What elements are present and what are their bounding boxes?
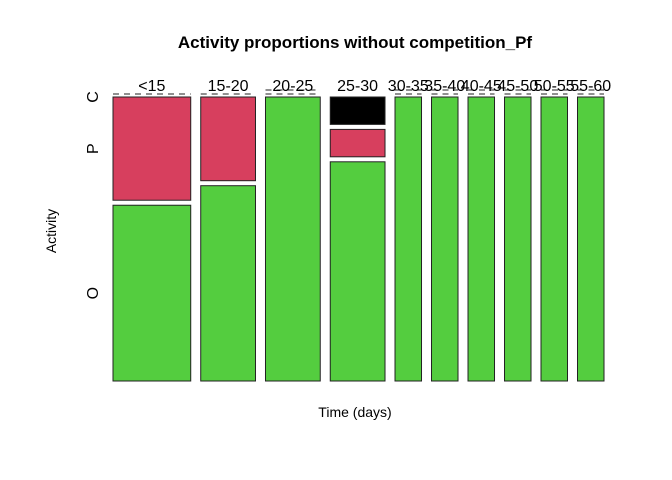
tile-45-50-O <box>504 96 532 382</box>
x-tick-15-20: 15-20 <box>208 78 249 95</box>
tile-lt15-P <box>112 96 192 201</box>
y-tick-labels: O P C <box>85 91 102 299</box>
x-tick-labels: <15 15-20 20-25 25-30 30-3535-4040-4545-5050… <box>138 78 611 95</box>
tile-lt15-O <box>112 204 192 382</box>
x-tick-30-35: 30-35 <box>388 78 429 95</box>
tile-50-55-O <box>540 96 568 382</box>
x-tick-25-30: 25-30 <box>337 78 378 95</box>
tile-35-40-O <box>431 96 459 382</box>
x-tick-45-50: 45-50 <box>497 78 538 95</box>
tile-15-20-P <box>200 96 256 182</box>
y-tick-O: O <box>85 287 102 299</box>
x-tick-50-55: 50-55 <box>534 78 575 95</box>
tile-30-35-O <box>394 96 423 382</box>
x-axis-label: Time (days) <box>318 404 391 420</box>
x-tick-35-40: 35-40 <box>424 78 465 95</box>
chart-title: Activity proportions without competition… <box>178 33 533 52</box>
tile-55-60-O <box>577 96 605 382</box>
x-tick-40-45: 40-45 <box>461 78 502 95</box>
y-axis-label: Activity <box>43 209 59 253</box>
x-tick-20-25: 20-25 <box>272 78 313 95</box>
tile-20-25-O <box>264 96 321 382</box>
y-tick-P: P <box>85 143 102 154</box>
tile-25-30-O <box>329 161 386 382</box>
mosaic-tiles <box>112 89 605 382</box>
x-tick-lt15: <15 <box>138 78 165 95</box>
tile-25-30-P <box>329 128 386 158</box>
tile-25-30-C <box>329 96 386 125</box>
x-tick-55-60: 55-60 <box>570 78 611 95</box>
tile-15-20-O <box>200 185 256 382</box>
tile-40-45-O <box>467 96 496 382</box>
y-tick-C: C <box>85 91 102 103</box>
